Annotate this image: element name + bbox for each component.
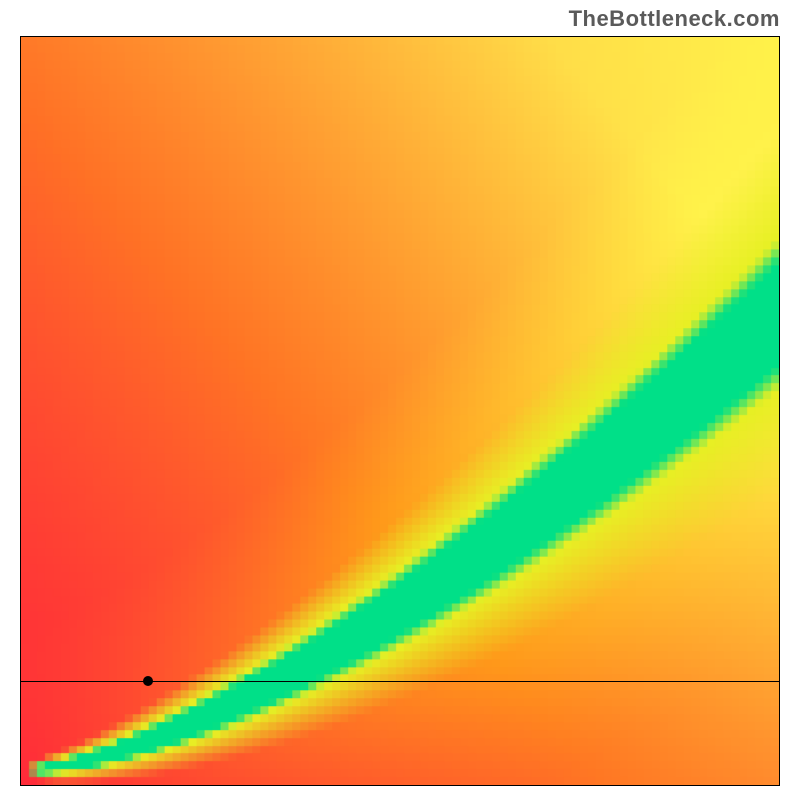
crosshair-vertical [148, 785, 149, 786]
heatmap-plot [20, 36, 780, 786]
heatmap-canvas [21, 37, 779, 785]
watermark-text: TheBottleneck.com [569, 6, 780, 32]
